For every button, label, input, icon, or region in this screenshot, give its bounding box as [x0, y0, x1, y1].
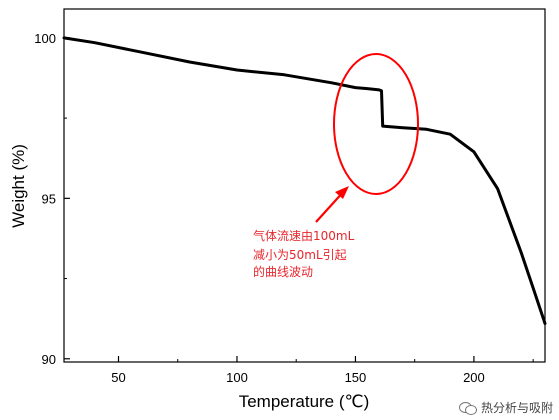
- watermark: 热分析与吸附: [458, 399, 553, 416]
- annotation-line-2: 减小为50mL引起: [253, 248, 347, 262]
- axis-ticks: [64, 37, 534, 362]
- watermark-text: 热分析与吸附: [480, 401, 553, 415]
- highlight-ellipse: [333, 53, 419, 195]
- annotation-arrowhead: [335, 186, 349, 199]
- y-tick-label: 90: [42, 352, 56, 367]
- y-tick-label: 95: [42, 191, 56, 206]
- x-tick-label: 100: [226, 370, 248, 385]
- axis-tick-labels: 50 100 150 200 90 95 100: [34, 31, 484, 385]
- annotation-line-1: 气体流速由100mL: [253, 228, 355, 243]
- x-axis-title: Temperature (℃): [239, 392, 370, 411]
- x-tick-label: 150: [345, 370, 367, 385]
- plot-frame: [63, 8, 546, 363]
- wechat-icon: [458, 401, 477, 415]
- x-tick-label: 200: [463, 370, 485, 385]
- y-axis-title: Weight (%): [9, 144, 28, 228]
- annotation-line-3: 的曲线波动: [253, 264, 313, 279]
- x-tick-label: 50: [111, 370, 125, 385]
- y-tick-label: 100: [34, 31, 56, 46]
- series-weight-line: [62, 36, 547, 325]
